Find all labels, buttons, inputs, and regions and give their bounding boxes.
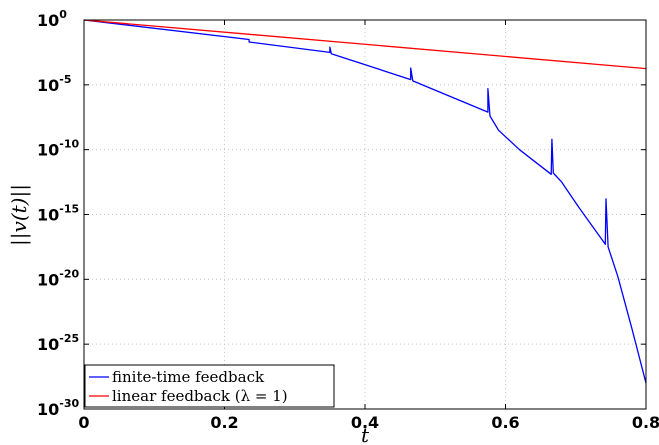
y-tick-base: 10 xyxy=(37,141,59,160)
y-tick-exponent: -10 xyxy=(59,138,79,151)
y-tick-exponent: -15 xyxy=(59,203,79,216)
y-tick-exponent: -20 xyxy=(59,267,79,280)
legend-label-finite-time: finite-time feedback xyxy=(112,368,265,386)
legend-box xyxy=(84,364,335,408)
series-layer xyxy=(83,19,647,384)
y-tick-exponent: -5 xyxy=(59,73,71,86)
y-tick-label: 100 xyxy=(37,8,67,30)
y-tick-label: 10-10 xyxy=(37,138,79,160)
y-tick-label: 10-30 xyxy=(37,397,79,419)
y-tick-exponent: -30 xyxy=(59,397,79,410)
y-tick-label: 10-15 xyxy=(37,203,79,225)
x-tick-label: 0.6 xyxy=(491,413,519,432)
series-line-0 xyxy=(83,19,647,384)
y-tick-base: 10 xyxy=(37,335,59,354)
y-tick-label: 10-5 xyxy=(37,73,72,95)
x-tick-label: 0 xyxy=(78,413,89,432)
legend-label-linear: linear feedback (λ = 1) xyxy=(112,387,288,405)
tick-labels: 0 0.2 0.4 0.6 0.810010-510-1010-1510-2010-25… xyxy=(37,8,659,432)
legend: finite-time feedback linear feedback (λ … xyxy=(84,364,335,408)
y-tick-base: 10 xyxy=(37,206,59,225)
x-tick-label: 0.8 xyxy=(632,413,659,432)
y-tick-label: 10-25 xyxy=(37,332,79,354)
x-tick-label: 0.4 xyxy=(351,413,379,432)
series-line-1 xyxy=(83,19,647,70)
y-tick-exponent: -25 xyxy=(59,332,79,345)
y-tick-base: 10 xyxy=(37,76,59,95)
y-tick-exponent: 0 xyxy=(59,8,67,21)
y-tick-base: 10 xyxy=(37,11,59,30)
x-axis-label: t xyxy=(361,423,370,445)
x-tick-label: 0.2 xyxy=(210,413,238,432)
ticks xyxy=(83,19,647,410)
y-tick-base: 10 xyxy=(37,400,59,419)
y-tick-base: 10 xyxy=(37,270,59,289)
y-tick-label: 10-20 xyxy=(37,267,79,289)
y-axis-label: ||v(t)|| xyxy=(7,184,32,246)
